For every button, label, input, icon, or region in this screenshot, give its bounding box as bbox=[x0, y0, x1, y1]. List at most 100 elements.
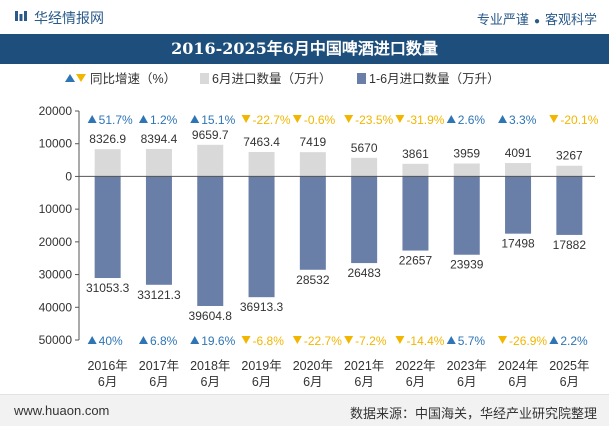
legend-growth-label: 同比增速（%） bbox=[90, 71, 176, 86]
slogan-tag-1: 专业严谨 bbox=[476, 12, 529, 27]
monthly-bar bbox=[402, 163, 429, 177]
legend-monthly-label: 6月进口数量（万升） bbox=[212, 71, 331, 86]
slogan-tag-2: 客观科学 bbox=[544, 12, 597, 27]
footer: www.huaon.com 数据来源：中国海关，华经产业研究院整理 bbox=[0, 394, 609, 426]
x-tick-label-year: 2019年 bbox=[241, 359, 281, 373]
monthly-value-label: 3959 bbox=[453, 146, 480, 160]
monthly-value-label: 7419 bbox=[299, 135, 326, 149]
cumulative-value-label: 23939 bbox=[450, 258, 484, 272]
cumulative-value-label: 17882 bbox=[553, 238, 587, 252]
cumulative-growth-label: 5.7% bbox=[458, 334, 486, 348]
legend-cumulative-swatch bbox=[357, 73, 366, 84]
x-tick-label-year: 2017年 bbox=[139, 359, 179, 373]
monthly-bar bbox=[351, 157, 378, 177]
cumulative-down-triangle-icon bbox=[344, 336, 354, 344]
monthly-bar bbox=[505, 163, 532, 177]
cumulative-down-triangle-icon bbox=[292, 336, 302, 344]
cumulative-growth-label: 40% bbox=[99, 334, 123, 348]
cumulative-up-triangle-icon bbox=[549, 336, 559, 344]
cumulative-bar bbox=[197, 176, 224, 306]
cumulative-up-triangle-icon bbox=[87, 336, 97, 344]
cumulative-bar bbox=[94, 176, 121, 279]
x-tick-label-year: 2016年 bbox=[87, 359, 127, 373]
x-tick-label-month: 6月 bbox=[354, 375, 373, 389]
legend-up-triangle-icon bbox=[65, 74, 75, 82]
chart-title: 2016-2025年6月中国啤酒进口数量 bbox=[171, 39, 438, 58]
cumulative-bar bbox=[453, 176, 480, 255]
cumulative-down-triangle-icon bbox=[498, 336, 508, 344]
cumulative-value-label: 39604.8 bbox=[189, 309, 233, 323]
y-tick-label: 20000 bbox=[39, 235, 73, 249]
monthly-value-label: 5670 bbox=[351, 141, 378, 155]
x-tick-label-month: 6月 bbox=[508, 375, 527, 389]
monthly-up-triangle-icon bbox=[446, 115, 456, 123]
cumulative-bar bbox=[556, 176, 583, 235]
monthly-down-triangle-icon bbox=[241, 115, 251, 123]
chart: 同比增速（%） 6月进口数量（万升） 1-6月进口数量（万升） 20000 10000 0… bbox=[39, 71, 599, 389]
cumulative-value-label: 31053.3 bbox=[86, 281, 130, 295]
monthly-value-label: 4091 bbox=[505, 146, 532, 160]
brand-name: 华经情报网 bbox=[34, 10, 104, 26]
y-tick-label: 10000 bbox=[39, 202, 73, 216]
cumulative-up-triangle-icon bbox=[138, 336, 148, 344]
x-tick-label-year: 2020年 bbox=[293, 359, 333, 373]
x-tick-label-year: 2021年 bbox=[344, 359, 384, 373]
x-tick-label-month: 6月 bbox=[98, 375, 117, 389]
cumulative-value-label: 33121.3 bbox=[137, 288, 181, 302]
monthly-growth-label: -31.9% bbox=[406, 113, 444, 127]
monthly-bar bbox=[94, 149, 121, 177]
cumulative-up-triangle-icon bbox=[190, 336, 200, 344]
cumulative-growth-label: 19.6% bbox=[201, 334, 235, 348]
legend-cumulative-label: 1-6月进口数量（万升） bbox=[369, 71, 500, 86]
y-tick-label: 10000 bbox=[39, 137, 73, 151]
x-tick-label-year: 2025年 bbox=[549, 359, 589, 373]
monthly-value-label: 3861 bbox=[402, 147, 429, 161]
x-tick-label-month: 6月 bbox=[457, 375, 476, 389]
x-tick-label-month: 6月 bbox=[201, 375, 220, 389]
monthly-down-triangle-icon bbox=[292, 115, 302, 123]
monthly-value-label: 3267 bbox=[556, 149, 583, 163]
monthly-up-triangle-icon bbox=[190, 115, 200, 123]
monthly-growth-label: -22.7% bbox=[253, 113, 291, 127]
title-band: 2016-2025年6月中国啤酒进口数量 bbox=[0, 34, 609, 64]
cumulative-growth-label: -6.8% bbox=[253, 334, 285, 348]
cumulative-down-triangle-icon bbox=[241, 336, 251, 344]
y-tick-label: 20000 bbox=[39, 104, 73, 118]
monthly-down-triangle-icon bbox=[395, 115, 405, 123]
cumulative-growth-label: -26.9% bbox=[509, 334, 547, 348]
x-tick-label-month: 6月 bbox=[560, 375, 579, 389]
cumulative-bar bbox=[145, 176, 172, 285]
x-tick-label-year: 2018年 bbox=[190, 359, 230, 373]
cumulative-up-triangle-icon bbox=[446, 336, 456, 344]
monthly-bar bbox=[197, 144, 224, 177]
cumulative-bar bbox=[505, 176, 532, 234]
monthly-up-triangle-icon bbox=[87, 115, 97, 123]
slogan: 专业严谨 ● 客观科学 bbox=[477, 9, 597, 28]
monthly-growth-label: 3.3% bbox=[509, 113, 537, 127]
y-tick-label: 30000 bbox=[39, 268, 73, 282]
cumulative-growth-label: 2.2% bbox=[560, 334, 588, 348]
monthly-growth-label: 51.7% bbox=[99, 113, 133, 127]
monthly-value-label: 7463.4 bbox=[243, 135, 280, 149]
y-tick-label: 0 bbox=[65, 169, 72, 183]
cumulative-growth-label: -14.4% bbox=[406, 334, 444, 348]
monthly-value-label: 9659.7 bbox=[192, 128, 229, 142]
cumulative-bar bbox=[402, 176, 429, 251]
logo-icon bbox=[15, 11, 27, 21]
cumulative-value-label: 17498 bbox=[501, 237, 535, 251]
cumulative-value-label: 28532 bbox=[296, 273, 330, 287]
bullet-icon: ● bbox=[533, 16, 540, 27]
monthly-bar bbox=[248, 152, 275, 177]
monthly-bar bbox=[453, 163, 480, 177]
legend-monthly-swatch bbox=[200, 73, 209, 84]
monthly-value-label: 8394.4 bbox=[141, 132, 178, 146]
cumulative-growth-label: -22.7% bbox=[304, 334, 342, 348]
monthly-up-triangle-icon bbox=[138, 115, 148, 123]
x-tick-label-year: 2023年 bbox=[447, 359, 487, 373]
cumulative-growth-label: -7.2% bbox=[355, 334, 387, 348]
monthly-growth-label: -23.5% bbox=[355, 113, 393, 127]
cumulative-bar bbox=[248, 176, 275, 298]
cumulative-down-triangle-icon bbox=[395, 336, 405, 344]
top-bar: 华经情报网 专业严谨 ● 客观科学 bbox=[0, 0, 609, 34]
